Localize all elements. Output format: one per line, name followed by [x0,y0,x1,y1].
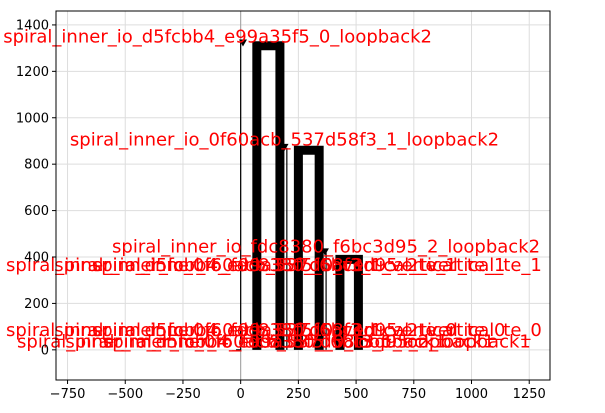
annotation-label: spiral_inner_io_d5fcbb4_e99a35f5_0_loopb… [17,332,446,353]
annotation-label: spiral_inner_io_d5fcbb4_e99a35f5_0_verti… [6,320,457,341]
plot-area [56,11,550,380]
x-tick-label: −750 [50,387,86,402]
y-tick-label: 600 [24,204,49,219]
y-tick-label: 800 [24,158,49,173]
y-tick-label: 1200 [16,65,49,80]
y-tick-label: 1000 [16,111,49,126]
y-tick-label: 0 [41,343,49,358]
y-axis-ticks: 0 200 400 600 800 1000 1200 1400 [16,18,56,358]
x-tick-label: 0 [237,387,245,402]
y-tick-label: 1400 [16,18,49,33]
annotations: spiral_inner_io_d5fcbb4_e99a35f5_0_loopb… [3,26,542,352]
y-tick-label: 200 [24,297,49,312]
annotation-label: spiral_inner_io_0f60acb_537d58f3_1_verti… [54,320,505,341]
annotation-label: spiral_inner_io_d5fcbb4_e99a35f5_0_loopb… [3,26,432,47]
port-marker-2 [320,248,329,256]
route-trace-2 [335,254,363,350]
port-marker-1 [280,143,289,151]
x-axis-ticks: −750 −500 −250 0 250 500 750 1000 1250 [50,380,546,402]
route-trace-0 [252,41,285,350]
x-tick-label: 750 [401,387,426,402]
annotation-label: spiral_inner_io_0f60acb_537d58f3_1_loopb… [65,332,494,353]
plot-frame [55,10,551,381]
x-tick-label: −250 [165,387,201,402]
annotation-label: spiral_inner_io_d5fcbb4_e99a35f5_0_verti… [6,255,457,276]
annotation-label: spiral_inner_io_fdc8380_f6bc3d95_2_verti… [92,320,542,341]
route-trace-1 [293,145,324,350]
x-tick-label: −500 [107,387,143,402]
annotation-label: spiral_inner_io_0f60acb_537d58f3_1_verti… [54,255,505,276]
route-thin-trace-0 [236,41,242,351]
x-tick-label: 1250 [513,387,546,402]
port-marker-0 [238,39,247,47]
grid [56,11,550,380]
x-tick-label: 500 [344,387,369,402]
routes [236,41,363,351]
annotation-label: spiral_inner_io_fdc8380_f6bc3d95_2_verti… [92,255,542,276]
x-tick-label: 1000 [455,387,488,402]
annotation-label: spiral_inner_io_0f60acb_537d58f3_1_loopb… [70,130,499,151]
port-markers [238,39,329,256]
annotation-label: spiral_inner_io_fdc8380_f6bc3d95_2_loopb… [103,332,531,353]
x-tick-label: 250 [286,387,311,402]
annotation-label: spiral_inner_io_fdc8380_f6bc3d95_2_loopb… [112,236,540,257]
y-tick-label: 400 [24,251,49,266]
